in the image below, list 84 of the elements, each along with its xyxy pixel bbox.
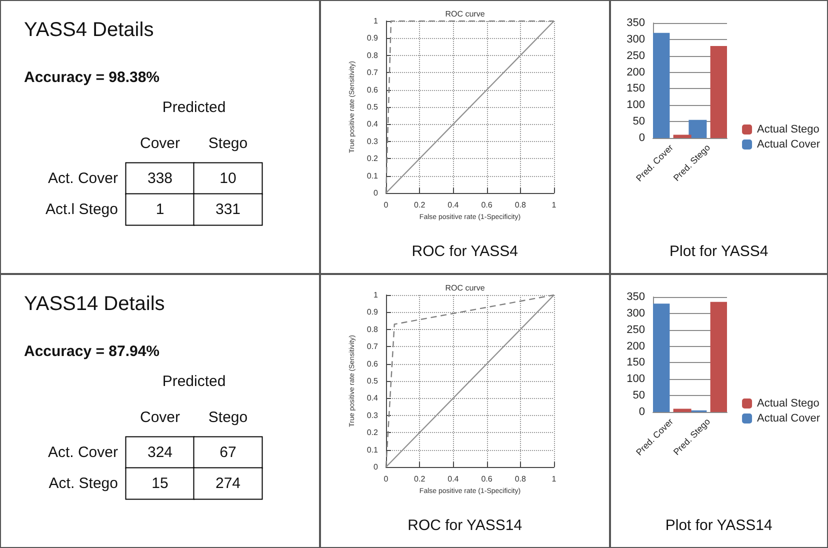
x-tick-label: 0.6 [481, 474, 493, 484]
y-tick-label: 0.1 [366, 445, 379, 454]
y-tick-label: 250 [626, 324, 645, 336]
x-tick-label: 0.2 [414, 200, 426, 210]
y-tick-label: 100 [626, 99, 645, 112]
bar [688, 120, 707, 138]
data-label: 331 [215, 201, 241, 218]
x-tick-label: 0.4 [448, 200, 460, 210]
y-tick-label: 0.3 [366, 136, 379, 146]
x-tick-label: Stego [208, 135, 248, 152]
chart-title: ROC curve [445, 10, 486, 18]
y-tick-label: 1 [374, 16, 379, 26]
x-axis-title: Predicted [162, 373, 226, 390]
y-tick-label: 0.7 [366, 342, 379, 352]
chart-subtitle: Accuracy = 87.94% [24, 343, 160, 360]
bar [710, 46, 727, 138]
y-tick-label: 0.5 [366, 102, 379, 112]
chart-title: YASS4 Details [24, 19, 154, 41]
y-tick-label: 100 [626, 373, 645, 386]
y-tick-label: 250 [626, 50, 645, 62]
y-tick-label: 50 [632, 390, 645, 402]
y-tick-label: 0.1 [366, 171, 379, 180]
text: ROC for YASS4 [412, 243, 518, 260]
x-tick-label: 0.8 [514, 200, 527, 210]
y-tick-label: 350 [626, 291, 645, 303]
y-tick-label: 0.9 [366, 34, 379, 43]
x-tick-label: Stego [208, 409, 248, 426]
x-tick-label: 1 [552, 474, 557, 484]
x-tick-label: Cover [140, 409, 180, 426]
y-tick-label: 150 [626, 356, 645, 369]
y-tick-label: 300 [626, 33, 645, 46]
x-tick-label: Cover [140, 135, 180, 152]
y-tick-label: 0.9 [366, 308, 379, 317]
text: Plot for YASS4 [670, 243, 768, 260]
data-label: 10 [220, 170, 236, 187]
legend-label: Actual Stego [757, 124, 820, 136]
y-tick-label: 1 [374, 290, 379, 300]
y-tick-label: 0.5 [366, 376, 379, 386]
x-axis-title: Predicted [162, 99, 226, 116]
y-tick-label: Act.l Stego [45, 201, 118, 218]
y-tick-label: 200 [626, 340, 645, 352]
y-tick-label: 0.4 [366, 120, 379, 129]
x-tick-label: 0 [384, 200, 389, 210]
y-tick-label: 0.8 [366, 324, 379, 334]
x-tick-label: 0.4 [448, 474, 460, 484]
legend-label: Actual Cover [757, 138, 820, 150]
y-tick-label: Act. Cover [48, 444, 118, 461]
y-tick-label: 200 [626, 66, 645, 78]
text: ROC for YASS14 [408, 517, 522, 534]
y-tick-label: 0.3 [366, 410, 379, 420]
chart-title: YASS14 Details [24, 293, 165, 315]
y-tick-label: 300 [626, 307, 645, 320]
chart-title: ROC curve [445, 284, 486, 292]
data-label: 15 [152, 475, 168, 492]
bar [653, 32, 670, 138]
y-tick-label: 350 [626, 17, 645, 29]
y-tick-label: 0.6 [366, 85, 379, 94]
bar [710, 302, 727, 412]
data-label: 274 [215, 475, 241, 492]
bar [673, 134, 692, 138]
text: Plot for YASS14 [665, 517, 772, 534]
x-tick-label: 0.2 [414, 474, 426, 484]
y-tick-label: 0.7 [366, 68, 379, 78]
data-label: 338 [147, 170, 173, 187]
y-tick-label: Act. Stego [48, 475, 118, 492]
x-tick-label: 0.6 [481, 200, 493, 210]
y-tick-label: 0.8 [366, 50, 379, 60]
bar [653, 304, 670, 412]
x-tick-label: 0 [384, 474, 389, 484]
x-tick-label: 0.8 [514, 474, 527, 484]
chart-subtitle: Accuracy = 98.38% [24, 69, 160, 86]
legend-label: Actual Stego [757, 398, 820, 410]
y-tick-label: Act. Cover [48, 170, 118, 187]
y-tick-label: 150 [626, 82, 645, 95]
y-tick-label: 50 [632, 116, 645, 128]
y-tick-label: 0.6 [366, 359, 379, 368]
y-tick-label: 0 [374, 462, 379, 472]
data-label: 67 [220, 444, 236, 461]
bar [673, 408, 692, 412]
x-tick-label: 1 [552, 200, 557, 210]
y-tick-label: 0 [374, 188, 379, 198]
legend-label: Actual Cover [757, 412, 820, 424]
y-tick-label: 0.4 [366, 394, 379, 403]
data-label: 324 [147, 444, 173, 461]
